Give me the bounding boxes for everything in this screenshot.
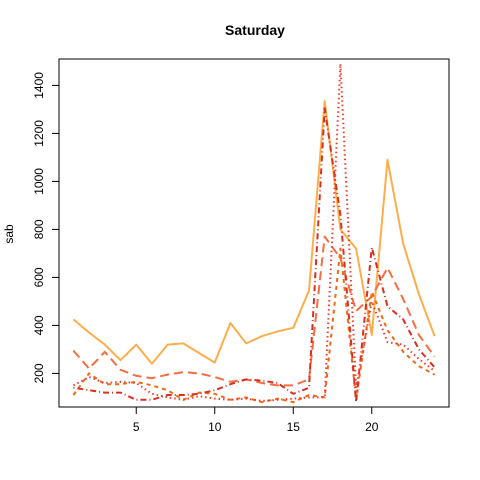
series-line-4 xyxy=(73,107,436,404)
plot-frame xyxy=(58,58,450,408)
series-line-5 xyxy=(72,62,436,402)
x-tick-label: 10 xyxy=(208,420,222,434)
y-axis: 200 400 600 800 1000 1200 1400 xyxy=(32,72,60,383)
y-axis-label: sab xyxy=(2,224,16,244)
y-tick-label: 800 xyxy=(32,219,46,239)
y-tick-label: 400 xyxy=(32,315,46,335)
series-line-1 xyxy=(72,100,436,365)
x-tick-label: 5 xyxy=(133,420,140,434)
x-axis: 5 10 15 20 xyxy=(133,406,379,434)
y-tick-label: 1000 xyxy=(32,168,46,195)
y-tick-label: 200 xyxy=(32,363,46,383)
series-layer xyxy=(72,62,436,404)
y-tick-label: 1400 xyxy=(32,72,46,99)
y-tick-label: 1200 xyxy=(32,120,46,147)
x-tick-label: 20 xyxy=(365,420,379,434)
x-tick-label: 15 xyxy=(287,420,301,434)
y-tick-label: 600 xyxy=(32,267,46,287)
chart-title: Saturday xyxy=(225,22,285,38)
series-line-2 xyxy=(72,235,436,387)
